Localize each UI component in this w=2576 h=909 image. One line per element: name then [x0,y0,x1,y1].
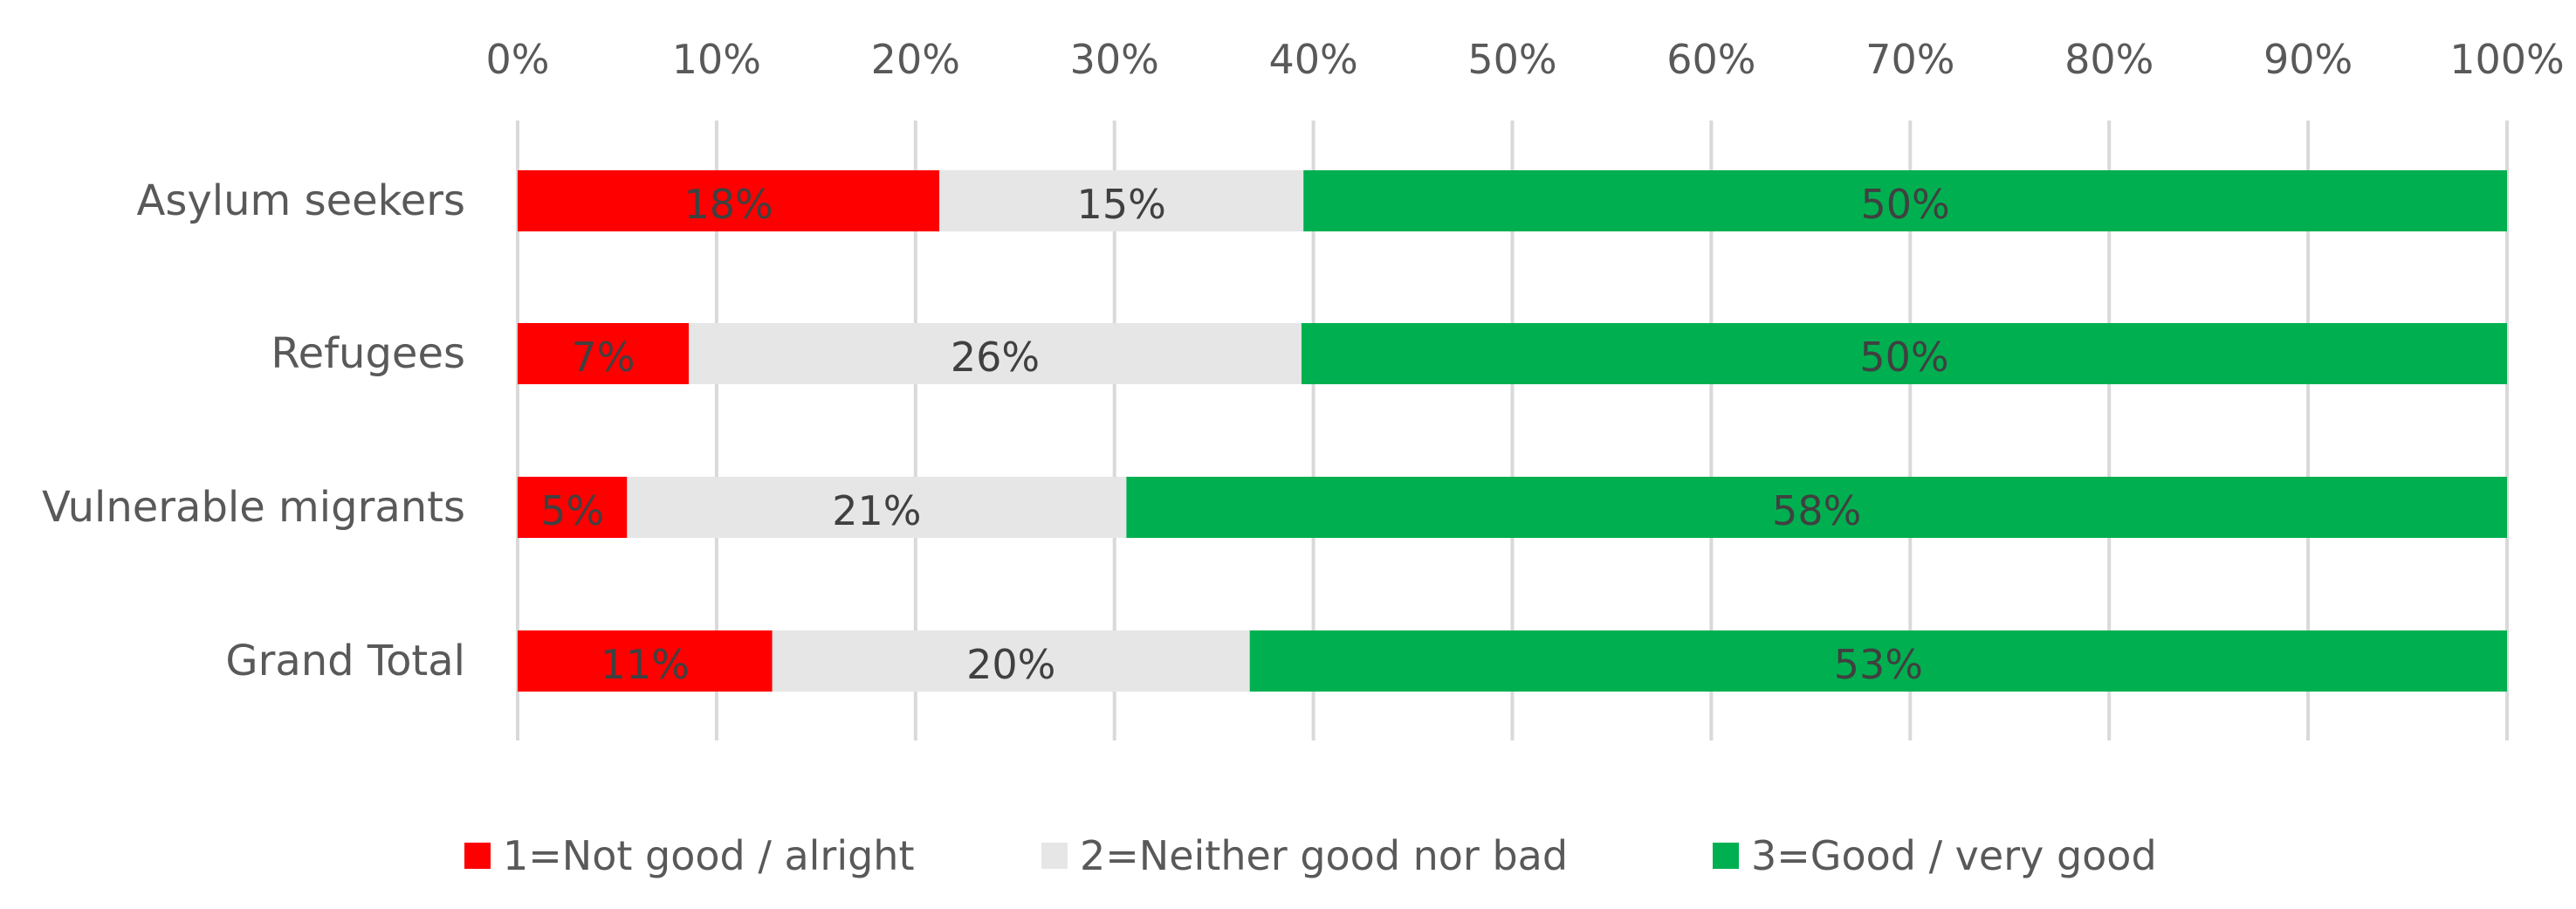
x-tick-label: 40% [1268,36,1357,83]
y-axis-categories: Asylum seekers Refugees Vulnerable migrant… [42,176,465,685]
legend-swatch [1713,843,1739,869]
legend-label: 1=Not good / alright [503,832,915,879]
bar-data-label: 58% [1772,487,1861,534]
x-tick-label: 0% [486,36,550,83]
bar-segment [1249,630,2507,692]
bar-data-label: 50% [1860,181,1949,228]
x-tick-label: 60% [1666,36,1755,83]
bar-segment [772,630,1250,692]
bar-data-label: 26% [951,334,1040,381]
bar-data-label: 15% [1077,181,1166,228]
x-tick-label: 20% [871,36,960,83]
x-tick-label: 80% [2064,36,2154,83]
x-tick-label: 90% [2263,36,2353,83]
bar-data-label: 18% [683,181,773,228]
bar-data-label: 5% [540,487,604,534]
bar-segment [1303,170,2507,231]
bar-segment [688,323,1302,384]
bar-segment [518,170,940,231]
x-tick-label: 10% [672,36,761,83]
legend-label: 2=Neither good nor bad [1080,832,1568,879]
bar-data-label: 7% [572,334,635,381]
category-label: Grand Total [225,637,465,685]
bar-segment [1301,323,2507,384]
legend: 1=Not good / alright 2=Neither good nor b… [464,832,2157,879]
x-tick-label: 70% [1865,36,1954,83]
bar-segment [1126,477,2507,538]
category-label: Refugees [271,329,465,378]
legend-swatch [1041,843,1068,869]
bar-data-label: 20% [966,641,1055,688]
bar-segment [939,170,1304,231]
x-axis-ticks: 0% 10% 20% 30% 40% 50% 60% 70% 80% 90% 100% [486,36,2565,83]
x-tick-label: 100% [2449,36,2565,83]
bars [518,170,2507,692]
bar-segment [518,477,628,538]
bar-segment [518,323,689,384]
bar-data-label: 11% [601,641,690,688]
bar-data-label: 21% [832,487,921,534]
bar-data-label: 50% [1859,334,1948,381]
bar-data-label: 53% [1834,641,1923,688]
x-tick-label: 50% [1467,36,1556,83]
bar-segment [627,477,1127,538]
category-label: Vulnerable migrants [42,483,465,532]
data-labels: 18% 15% 50% 7% 26% 50% 5% 21% 58% 11% 20% 53% [540,181,1950,688]
x-tick-label: 30% [1070,36,1159,83]
category-label: Asylum seekers [137,176,465,225]
legend-swatch [464,843,491,869]
legend-label: 3=Good / very good [1751,832,2157,879]
bar-segment [518,630,773,692]
